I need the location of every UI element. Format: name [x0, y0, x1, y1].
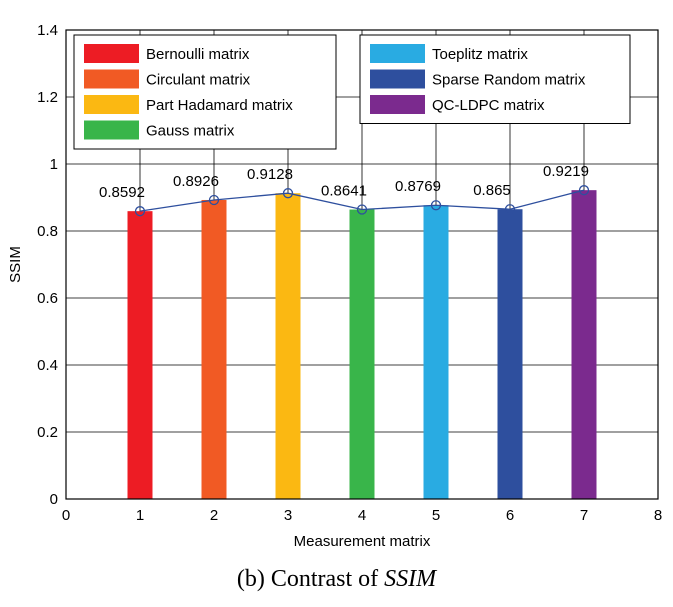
- bar-6: [497, 209, 523, 499]
- bar-3: [275, 193, 301, 499]
- bar-2: [201, 199, 227, 499]
- trend-line: [134, 185, 590, 217]
- y-tick-label: 0.2: [37, 424, 58, 441]
- legend-label-2: Circulant matrix: [146, 72, 251, 89]
- y-tick-label: 1.4: [37, 22, 58, 39]
- legend-label-4: Gauss matrix: [146, 123, 235, 140]
- data-label-7: 0.9219: [543, 163, 589, 180]
- y-tick-label: 0.4: [37, 357, 58, 374]
- data-labels: 0.8592 0.8926 0.9128 0.8641 0.8769 0.865 0.921…: [99, 163, 589, 201]
- y-tick-label: 0: [50, 491, 58, 508]
- trend-marker-5: [430, 200, 442, 211]
- legend-swatch-2: [84, 69, 139, 89]
- x-tick-label: 2: [210, 507, 218, 524]
- bar-1: [127, 211, 153, 499]
- x-tick-label: 5: [432, 507, 440, 524]
- x-tick-label: 6: [506, 507, 514, 524]
- legend-swatch-3: [84, 95, 139, 114]
- y-tick-label: 1.2: [37, 89, 58, 106]
- legend-left: Bernoulli matrix Circulant matrix Part Had…: [73, 34, 337, 150]
- bar-5: [423, 205, 449, 499]
- x-tick-label: 4: [358, 507, 366, 524]
- legend-label-1: Bernoulli matrix: [146, 46, 250, 63]
- legend-swatch-5: [370, 44, 425, 63]
- data-label-3: 0.9128: [247, 166, 293, 183]
- caption-emphasis: SSIM: [384, 566, 437, 592]
- data-label-6: 0.865: [473, 182, 511, 199]
- data-label-5: 0.8769: [395, 178, 441, 195]
- bars: [127, 190, 597, 500]
- legend-swatch-4: [84, 120, 139, 140]
- y-axis-title: SSIM: [7, 246, 24, 283]
- legend: Bernoulli matrix Circulant matrix Part Had…: [73, 34, 631, 150]
- x-tick-label: 3: [284, 507, 292, 524]
- x-tick-label: 8: [654, 507, 662, 524]
- y-tick-label: 0.8: [37, 223, 58, 240]
- trend-marker-2: [208, 194, 220, 206]
- figure-caption: (b) Contrast of SSIM: [0, 566, 673, 593]
- x-tick-label: 1: [136, 507, 144, 524]
- bar-7: [571, 190, 597, 499]
- data-label-4: 0.8641: [321, 183, 367, 200]
- data-label-1: 0.8592: [99, 184, 145, 201]
- axis-ticks: 0 1 2 3 4 5 6 7 8 0 0.2 0.4 0.6 0.8 1 1.2 1.4: [37, 22, 662, 524]
- legend-right: Toeplitz matrix Sparse Random matrix QC-LD…: [359, 34, 631, 124]
- legend-swatch-7: [370, 95, 425, 114]
- y-tick-label: 1: [50, 156, 58, 173]
- legend-swatch-1: [84, 44, 139, 63]
- x-tick-label: 7: [580, 507, 588, 524]
- trend-marker-4: [356, 204, 368, 215]
- y-tick-label: 0.6: [37, 290, 58, 307]
- trend-marker-1: [134, 206, 146, 217]
- legend-label-5: Toeplitz matrix: [432, 46, 528, 63]
- bar-4: [349, 209, 375, 500]
- data-label-2: 0.8926: [173, 173, 219, 190]
- trend-marker-7: [578, 185, 590, 196]
- legend-label-7: QC-LDPC matrix: [432, 97, 545, 114]
- legend-label-6: Sparse Random matrix: [432, 72, 586, 89]
- trend-marker-3: [282, 188, 294, 199]
- trend-polyline: [139, 189, 585, 212]
- caption-prefix: (b) Contrast of: [236, 566, 385, 592]
- x-tick-label: 0: [62, 507, 70, 524]
- plot-frame: [65, 29, 659, 500]
- x-axis-title: Measurement matrix: [294, 533, 431, 550]
- legend-swatch-6: [370, 69, 425, 89]
- trend-marker-6: [504, 204, 516, 215]
- legend-label-3: Part Hadamard matrix: [146, 97, 293, 114]
